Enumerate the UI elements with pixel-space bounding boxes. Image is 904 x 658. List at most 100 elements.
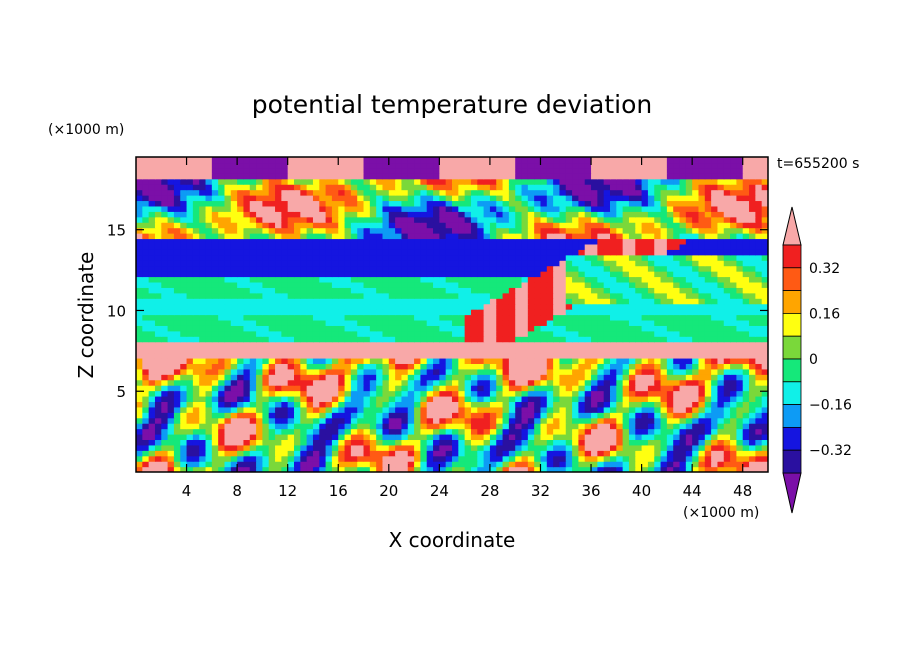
contour-cell	[578, 309, 586, 316]
contour-cell	[635, 357, 643, 364]
contour-cell	[717, 292, 725, 299]
contour-cell	[407, 466, 415, 472]
contour-cell	[635, 423, 643, 430]
contour-cell	[192, 406, 200, 413]
contour-cell	[641, 309, 649, 316]
contour-cell	[755, 265, 763, 272]
contour-cell	[287, 433, 295, 441]
contour-cell	[591, 379, 598, 386]
contour-cell	[610, 243, 617, 250]
contour-cell	[458, 325, 466, 332]
contour-cell	[142, 319, 150, 326]
contour-cell	[173, 200, 181, 207]
contour-cell	[711, 314, 719, 321]
contour-cell	[350, 433, 358, 441]
contour-cell	[205, 325, 213, 332]
contour-cell	[205, 260, 213, 267]
contour-cell	[243, 243, 251, 250]
contour-cell	[186, 200, 194, 207]
contour-cell	[249, 379, 257, 386]
contour-cell	[711, 260, 719, 267]
contour-cell	[148, 205, 156, 212]
contour-cell	[692, 390, 700, 397]
contour-cell	[205, 292, 213, 299]
contour-cell	[610, 341, 617, 348]
contour-cell	[357, 412, 365, 419]
contour-cell	[610, 319, 617, 326]
contour-cell	[761, 439, 768, 446]
contour-cell	[407, 357, 415, 364]
contour-cell	[749, 298, 756, 305]
contour-cell	[211, 379, 219, 386]
contour-cell	[199, 417, 207, 424]
contour-cell	[647, 401, 655, 408]
contour-cell	[717, 330, 725, 337]
contour-cell	[275, 281, 282, 288]
contour-cell	[401, 233, 409, 240]
contour-cell	[363, 341, 371, 348]
contour-cell	[736, 298, 744, 305]
contour-cell	[319, 423, 327, 430]
contour-cell	[559, 243, 567, 250]
contour-cell	[395, 281, 403, 288]
contour-cell	[186, 423, 194, 430]
contour-cell	[331, 428, 339, 435]
contour-cell	[218, 314, 226, 321]
contour-cell	[376, 341, 384, 348]
contour-cell	[578, 205, 586, 212]
contour-cell	[515, 330, 523, 337]
contour-cell	[616, 227, 624, 234]
contour-cell	[534, 444, 542, 451]
contour-cell	[237, 466, 245, 472]
contour-cell	[635, 200, 643, 207]
contour-cell	[414, 325, 421, 332]
contour-cell	[572, 211, 579, 218]
contour-cell	[433, 233, 440, 240]
contour-cell	[275, 406, 282, 413]
contour-cell	[546, 455, 554, 462]
contour-cell	[508, 309, 516, 316]
contour-cell	[439, 461, 447, 468]
contour-cell	[591, 216, 598, 223]
contour-cell	[205, 254, 213, 261]
contour-cell	[445, 412, 453, 419]
contour-cell	[376, 325, 384, 332]
contour-cell	[426, 243, 434, 250]
contour-cell	[679, 233, 687, 240]
contour-cell	[148, 325, 156, 332]
contour-cell	[521, 238, 529, 245]
contour-cell	[173, 222, 181, 229]
contour-cell	[243, 260, 251, 267]
contour-cell	[761, 374, 768, 381]
contour-cell	[287, 216, 295, 223]
contour-cell	[395, 401, 403, 408]
contour-cell	[489, 352, 497, 359]
contour-cell	[723, 444, 731, 451]
contour-cell	[679, 281, 687, 288]
contour-cell	[350, 347, 358, 354]
contour-cell	[445, 314, 453, 321]
contour-cell	[262, 406, 270, 413]
contour-cell	[142, 450, 150, 457]
contour-cell	[230, 336, 238, 343]
contour-cell	[199, 374, 207, 381]
contour-cell	[414, 281, 421, 288]
contour-cell	[249, 330, 257, 337]
contour-cell	[470, 222, 478, 229]
contour-cell	[369, 281, 377, 288]
contour-cell	[502, 347, 510, 354]
contour-cell	[243, 433, 251, 441]
contour-cell	[610, 238, 617, 245]
contour-cell	[723, 200, 731, 207]
contour-cell	[597, 395, 605, 402]
contour-cell	[717, 439, 725, 446]
contour-cell	[610, 374, 617, 381]
contour-cell	[508, 243, 516, 250]
contour-cell	[711, 374, 719, 381]
contour-cell	[382, 319, 390, 326]
contour-cell	[755, 216, 763, 223]
contour-cell	[711, 227, 719, 234]
contour-cell	[224, 363, 232, 370]
contour-cell	[698, 466, 706, 472]
contour-cell	[205, 461, 213, 468]
